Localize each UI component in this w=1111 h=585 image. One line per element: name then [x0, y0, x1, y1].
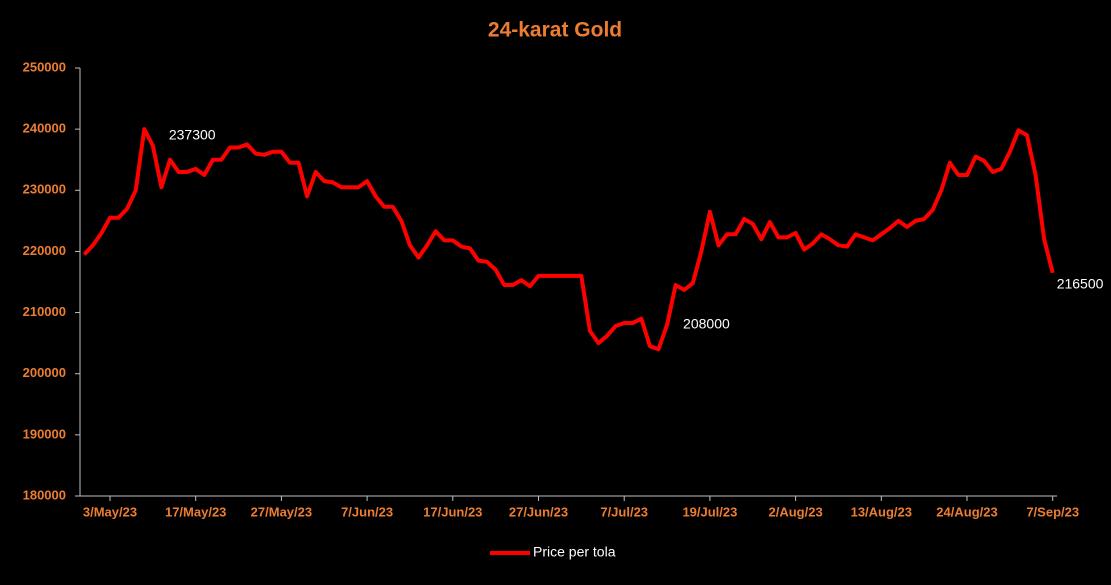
x-tick-label: 19/Jul/23 [682, 504, 737, 519]
y-tick-label: 240000 [23, 121, 66, 136]
y-tick-label: 230000 [23, 182, 66, 197]
data-label: 216500 [1057, 276, 1104, 292]
legend-label: Price per tola [533, 544, 616, 560]
x-tick-label: 2/Aug/23 [769, 504, 823, 519]
y-tick-label: 200000 [23, 365, 66, 380]
data-label: 237300 [169, 126, 216, 142]
x-tick-label: 3/May/23 [83, 504, 137, 519]
x-tick-label: 13/Aug/23 [851, 504, 912, 519]
x-tick-label: 24/Aug/23 [936, 504, 997, 519]
y-tick-label: 210000 [23, 304, 66, 319]
x-tick-label: 7/Sep/23 [1026, 504, 1079, 519]
x-tick-label: 7/Jun/23 [341, 504, 393, 519]
x-tick-label: 7/Jul/23 [600, 504, 648, 519]
chart-title: 24-karat Gold [488, 19, 622, 42]
x-tick-label: 17/Jun/23 [423, 504, 482, 519]
data-label: 208000 [683, 316, 730, 332]
y-tick-label: 190000 [23, 426, 66, 441]
y-tick-label: 220000 [23, 243, 66, 258]
x-tick-label: 27/Jun/23 [509, 504, 568, 519]
x-tick-label: 27/May/23 [251, 504, 312, 519]
y-tick-label: 180000 [23, 487, 66, 502]
x-tick-label: 17/May/23 [165, 504, 226, 519]
y-tick-label: 250000 [23, 59, 66, 74]
price-line [82, 127, 1055, 352]
